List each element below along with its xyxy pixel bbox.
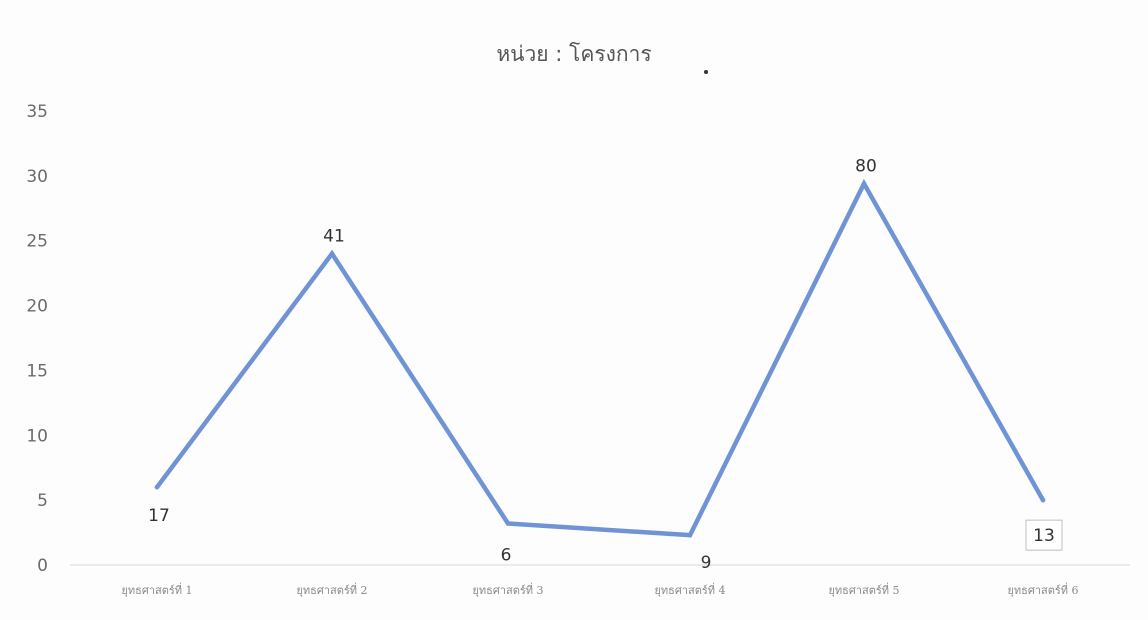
data-point [861,181,867,186]
y-tick-label: 10 [26,426,48,446]
data-point [687,532,693,538]
y-tick-label: 15 [26,361,48,381]
y-tick-label: 5 [37,491,48,511]
x-tick-label: ยุทธศาสตร์ที่ 3 [472,582,543,597]
y-tick-label: 0 [37,556,48,576]
series-line [154,178,1046,538]
data-label: 41 [323,227,345,247]
stray-dot-mark [704,70,708,74]
data-point [154,484,160,490]
data-point [1040,497,1046,503]
data-point [329,251,335,256]
y-tick-label: 25 [26,232,48,252]
data-label: 80 [855,157,877,177]
x-tick-label: ยุทธศาสตร์ที่ 6 [1007,582,1078,597]
data-label: 6 [501,545,512,565]
data-label-box [1025,519,1063,551]
x-tick-label: ยุทธศาสตร์ที่ 2 [296,582,367,597]
x-tick-label: ยุทธศาสตร์ที่ 5 [828,582,899,597]
y-tick-label: 35 [26,102,48,122]
data-label: 13 [1033,526,1055,546]
data-point [505,521,511,526]
data-label: 17 [148,506,170,526]
x-tick-label: ยุทธศาสตร์ที่ 1 [121,582,192,597]
y-tick-label: 30 [26,167,48,187]
y-tick-label: 20 [26,297,48,317]
chart-title: หน่วย : โครงการ [496,42,652,66]
x-tick-label: ยุทธศาสตร์ที่ 4 [654,582,725,597]
data-label: 9 [701,553,712,573]
